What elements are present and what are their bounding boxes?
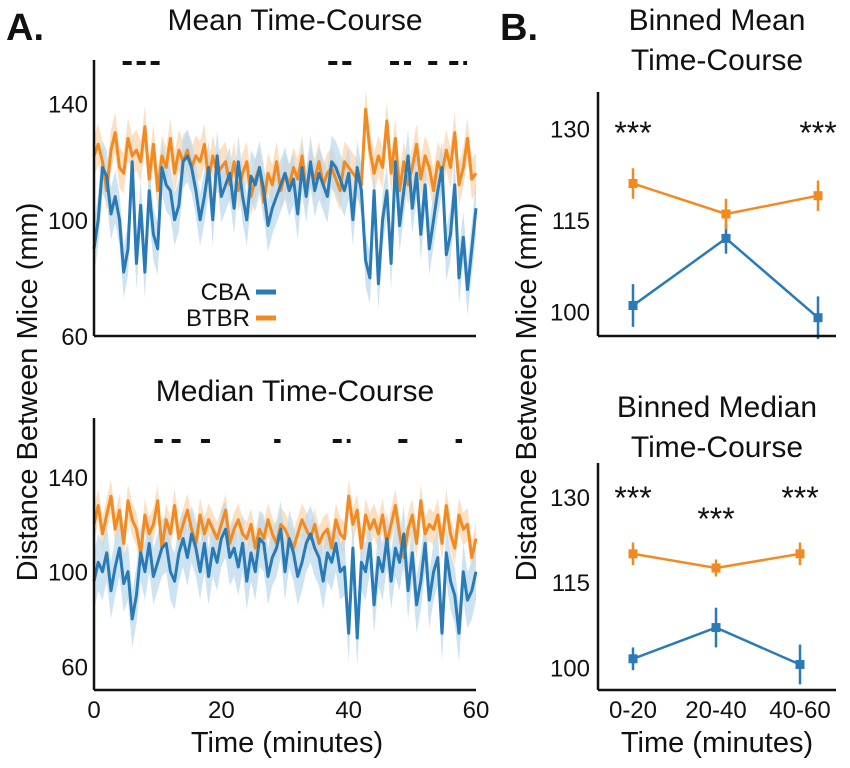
y-tick-label: 100 xyxy=(550,655,590,682)
significance-stars: *** xyxy=(781,480,818,516)
right-x-axis-label: Time (minutes) xyxy=(621,727,813,759)
x-tick-label: 20 xyxy=(208,697,235,724)
y-tick-label: 130 xyxy=(550,117,590,144)
x-tick-label: 20-40 xyxy=(685,697,746,724)
legend: CBA BTBR xyxy=(186,279,276,332)
binned-median-plot: Binned Median Time-Course *** *** *** 100 115 1… xyxy=(550,391,836,724)
plot-title-line: Time-Course xyxy=(631,44,803,77)
series-line-cba xyxy=(92,527,478,640)
data-point-btbr xyxy=(721,209,731,219)
data-point-cba xyxy=(721,233,731,243)
mean-time-course-plot: Mean Time-Course 60 100 140 xyxy=(48,4,478,351)
y-tick-label: 60 xyxy=(61,654,88,681)
data-point-cba xyxy=(711,623,721,633)
data-point-cba xyxy=(628,301,638,310)
series-line-cba xyxy=(92,154,478,291)
plot-title: Median Time-Course xyxy=(156,375,434,408)
panel-label-b: B. xyxy=(500,7,538,49)
significance-stars: *** xyxy=(614,115,651,151)
x-tick-label: 40 xyxy=(335,697,362,724)
data-point-btbr xyxy=(795,549,805,559)
x-tick-label: 40-60 xyxy=(769,697,830,724)
data-point-btbr xyxy=(813,191,823,201)
plot-title: Mean Time-Course xyxy=(167,4,422,37)
data-point-btbr xyxy=(628,549,638,559)
significance-stars: *** xyxy=(799,115,836,151)
y-tick-label: 100 xyxy=(550,300,590,327)
data-point-cba xyxy=(628,654,638,664)
y-tick-label: 60 xyxy=(61,324,88,351)
plot-title-line: Time-Course xyxy=(631,431,803,464)
significance-stars: *** xyxy=(614,480,651,516)
error-band-btbr xyxy=(94,479,476,575)
data-point-cba xyxy=(795,659,805,669)
y-tick-label: 140 xyxy=(48,465,88,492)
x-tick-label: 60 xyxy=(463,697,490,724)
legend-label-cba: CBA xyxy=(201,279,250,306)
plot-title-line: Binned Mean xyxy=(629,4,806,37)
data-point-btbr xyxy=(711,563,721,573)
right-y-axis-label: Distance Between Mice (mm) xyxy=(511,203,543,582)
x-tick-label: 0-20 xyxy=(609,697,657,724)
y-tick-label: 100 xyxy=(48,560,88,587)
y-tick-label: 140 xyxy=(48,92,88,119)
significance-stars: *** xyxy=(697,501,734,537)
x-tick-label: 0 xyxy=(87,697,100,724)
y-tick-label: 115 xyxy=(552,570,590,597)
legend-label-btbr: BTBR xyxy=(186,305,250,332)
data-point-cba xyxy=(813,313,823,323)
left-x-axis-label: Time (minutes) xyxy=(191,727,383,759)
panel-label-a: A. xyxy=(6,7,44,49)
plot-title-line: Binned Median xyxy=(617,391,817,424)
y-tick-label: 130 xyxy=(550,485,590,512)
data-point-btbr xyxy=(628,179,638,188)
y-tick-label: 100 xyxy=(48,208,88,235)
median-time-course-plot: Median Time-Course 60 100 140 0 20 40 60 xyxy=(48,375,489,724)
series-line-btbr xyxy=(92,494,478,559)
left-y-axis-label: Distance Between Mice (mm) xyxy=(12,203,44,582)
y-tick-label: 115 xyxy=(552,208,590,235)
binned-mean-plot: Binned Mean Time-Course *** *** 100 115 130 xyxy=(550,4,837,340)
